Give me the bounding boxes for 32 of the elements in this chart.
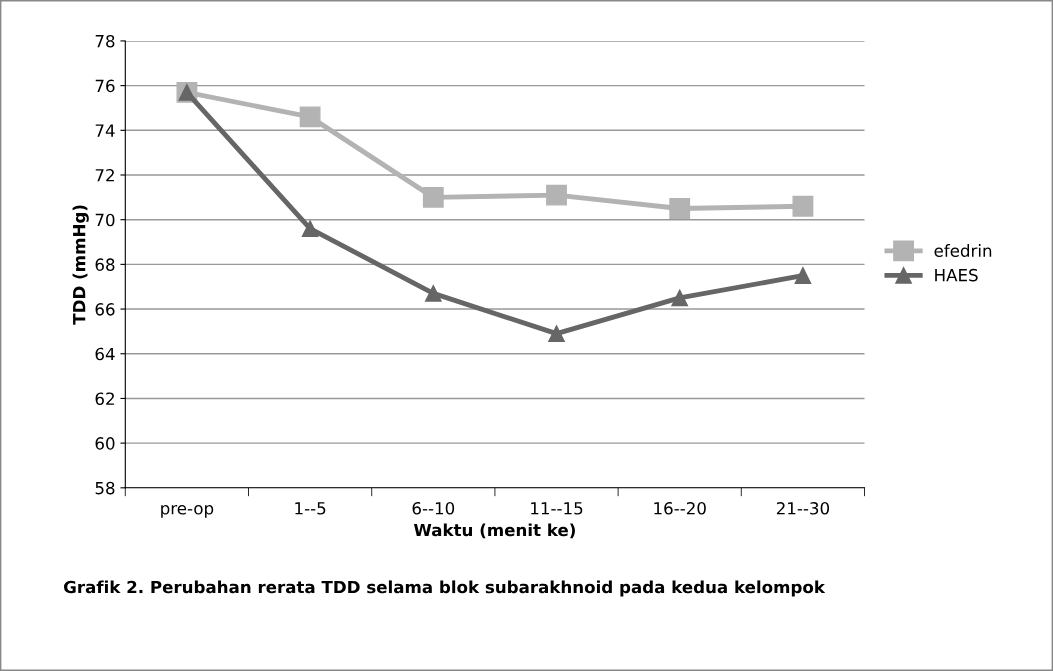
y-tick-label: 66 [95, 303, 115, 316]
x-tick-label: 11--15 [531, 502, 583, 515]
x-axis-title: Waktu (menit ke) [413, 523, 575, 539]
x-tick-label: 21--30 [776, 502, 830, 515]
y-tick-label: 68 [95, 258, 115, 271]
y-tick-label: 74 [95, 124, 115, 137]
point [669, 198, 691, 219]
point [671, 289, 689, 307]
text: Grafik 2. Perubahan rerata TDD selama blok subarakhnoid pada kedua kelompok [64, 580, 826, 597]
point [546, 184, 567, 206]
y-tick-label: 72 [95, 168, 114, 182]
x-tick-label: pre-op [161, 505, 214, 518]
x-tick-label: 16--20 [654, 502, 706, 515]
point [422, 186, 444, 208]
legend-label: HAES [935, 268, 978, 282]
y-tick-label: 64 [95, 347, 115, 361]
y-tick-label: 58 [95, 481, 115, 495]
y-tick-label: 70 [95, 213, 115, 227]
y-tick-label: 60 [95, 437, 115, 450]
x-tick-label: 6--10 [412, 502, 455, 515]
y-tick-label: 78 [95, 34, 115, 48]
x-tick-label: 1--5 [295, 502, 326, 515]
point [548, 325, 565, 342]
y-tick-label: 62 [95, 392, 114, 406]
point [424, 285, 442, 302]
point [299, 106, 321, 128]
point [301, 220, 319, 237]
y-tick-label: 76 [95, 79, 115, 93]
point [794, 267, 812, 284]
y-axis-title: TDD (mmHg) [72, 205, 89, 325]
point [792, 195, 814, 217]
legend-label: efedrin [934, 244, 992, 257]
